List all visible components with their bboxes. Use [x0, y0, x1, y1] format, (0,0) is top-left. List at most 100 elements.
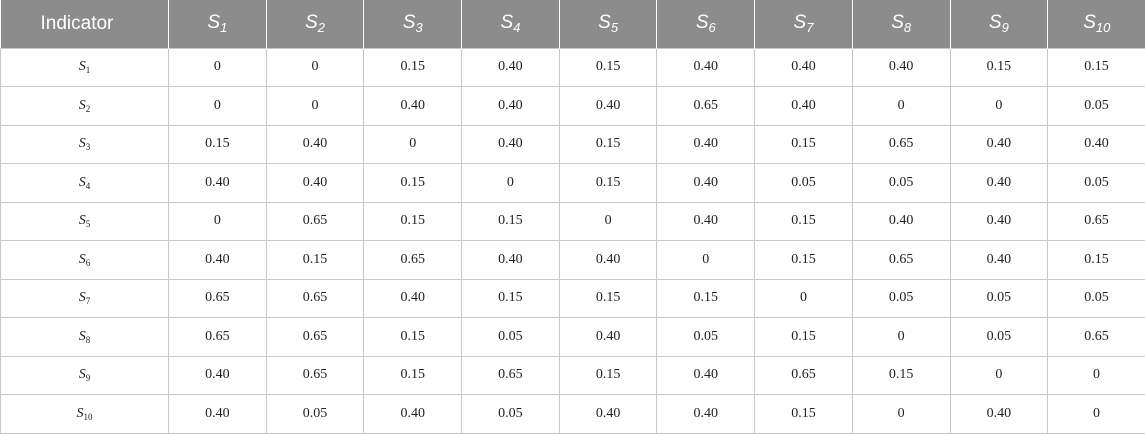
row-label: S3 [1, 125, 169, 164]
table-cell: 0.40 [462, 241, 560, 280]
table-cell: 0.05 [1048, 87, 1145, 126]
header-s5: S5 [559, 0, 657, 48]
row-symbol: S [79, 98, 86, 113]
table-cell: 0.40 [266, 125, 364, 164]
table-cell: 0.15 [462, 202, 560, 241]
table-cell: 0.15 [852, 356, 950, 395]
table-cell: 0.05 [266, 395, 364, 434]
table-cell: 0.05 [950, 279, 1048, 318]
table-cell: 0.40 [950, 202, 1048, 241]
row-label: S7 [1, 279, 169, 318]
row-subscript: 3 [86, 142, 91, 152]
table-cell: 0.65 [1048, 318, 1145, 357]
table-cell: 0.40 [559, 395, 657, 434]
table-cell: 0.65 [657, 87, 755, 126]
table-cell: 0.65 [364, 241, 462, 280]
table-cell: 0.40 [657, 164, 755, 203]
table-cell: 0 [1048, 356, 1145, 395]
table-cell: 0.40 [657, 356, 755, 395]
table-cell: 0.65 [266, 318, 364, 357]
table-cell: 0.05 [950, 318, 1048, 357]
row-subscript: 4 [86, 181, 91, 191]
table-cell: 0.65 [169, 279, 267, 318]
table-cell: 0.05 [462, 395, 560, 434]
row-symbol: S [79, 252, 86, 267]
table-cell: 0 [169, 48, 267, 87]
header-indicator: Indicator [1, 0, 169, 48]
table-cell: 0.65 [266, 356, 364, 395]
header-s8: S8 [852, 0, 950, 48]
table-cell: 0 [657, 241, 755, 280]
row-symbol: S [79, 213, 86, 228]
row-label: S5 [1, 202, 169, 241]
table-cell: 0.15 [755, 125, 853, 164]
header-s3: S3 [364, 0, 462, 48]
row-subscript: 1 [86, 65, 91, 75]
header-symbol: S [891, 12, 904, 33]
row-subscript: 9 [86, 373, 91, 383]
row-symbol: S [79, 136, 86, 151]
table-cell: 0.15 [755, 395, 853, 434]
header-symbol: S [794, 12, 807, 33]
row-label: S4 [1, 164, 169, 203]
table-cell: 0.40 [950, 395, 1048, 434]
table-cell: 0.40 [462, 48, 560, 87]
table-cell: 0.40 [755, 48, 853, 87]
table-cell: 0.15 [950, 48, 1048, 87]
header-symbol: S [403, 12, 416, 33]
table-cell: 0.15 [462, 279, 560, 318]
table-cell: 0.65 [852, 125, 950, 164]
header-subscript: 5 [611, 20, 618, 35]
table-cell: 0 [559, 202, 657, 241]
table-cell: 0 [266, 87, 364, 126]
table-cell: 0.05 [657, 318, 755, 357]
table-cell: 0 [1048, 395, 1145, 434]
row-label: S6 [1, 241, 169, 280]
table-cell: 0.40 [266, 164, 364, 203]
row-label: S9 [1, 356, 169, 395]
table-cell: 0.15 [559, 356, 657, 395]
row-subscript: 8 [86, 335, 91, 345]
header-subscript: 9 [1002, 20, 1009, 35]
table-cell: 0 [852, 318, 950, 357]
table-cell: 0.65 [266, 202, 364, 241]
table-cell: 0.05 [852, 164, 950, 203]
table-cell: 0.40 [657, 125, 755, 164]
table-cell: 0.40 [169, 164, 267, 203]
header-subscript: 2 [318, 20, 325, 35]
header-subscript: 10 [1096, 20, 1110, 35]
row-label: S10 [1, 395, 169, 434]
table-cell: 0.40 [852, 202, 950, 241]
header-symbol: S [207, 12, 220, 33]
table-cell: 0.15 [755, 202, 853, 241]
table-cell: 0.15 [657, 279, 755, 318]
table-cell: 0.40 [364, 87, 462, 126]
table-cell: 0.15 [559, 164, 657, 203]
header-s7: S7 [755, 0, 853, 48]
table-cell: 0.65 [266, 279, 364, 318]
table-cell: 0.15 [755, 318, 853, 357]
table-cell: 0.05 [1048, 279, 1145, 318]
table-cell: 0 [950, 356, 1048, 395]
header-subscript: 8 [904, 20, 911, 35]
header-subscript: 7 [806, 20, 813, 35]
table-cell: 0.40 [559, 318, 657, 357]
header-symbol: S [305, 12, 318, 33]
table-cell: 0.40 [462, 125, 560, 164]
table-cell: 0.15 [1048, 241, 1145, 280]
header-s9: S9 [950, 0, 1048, 48]
table-cell: 0.15 [364, 318, 462, 357]
table-cell: 0.15 [1048, 48, 1145, 87]
header-s4: S4 [462, 0, 560, 48]
table-cell: 0.40 [950, 241, 1048, 280]
table-cell: 0 [852, 87, 950, 126]
table-cell: 0.40 [462, 87, 560, 126]
header-subscript: 1 [220, 20, 227, 35]
